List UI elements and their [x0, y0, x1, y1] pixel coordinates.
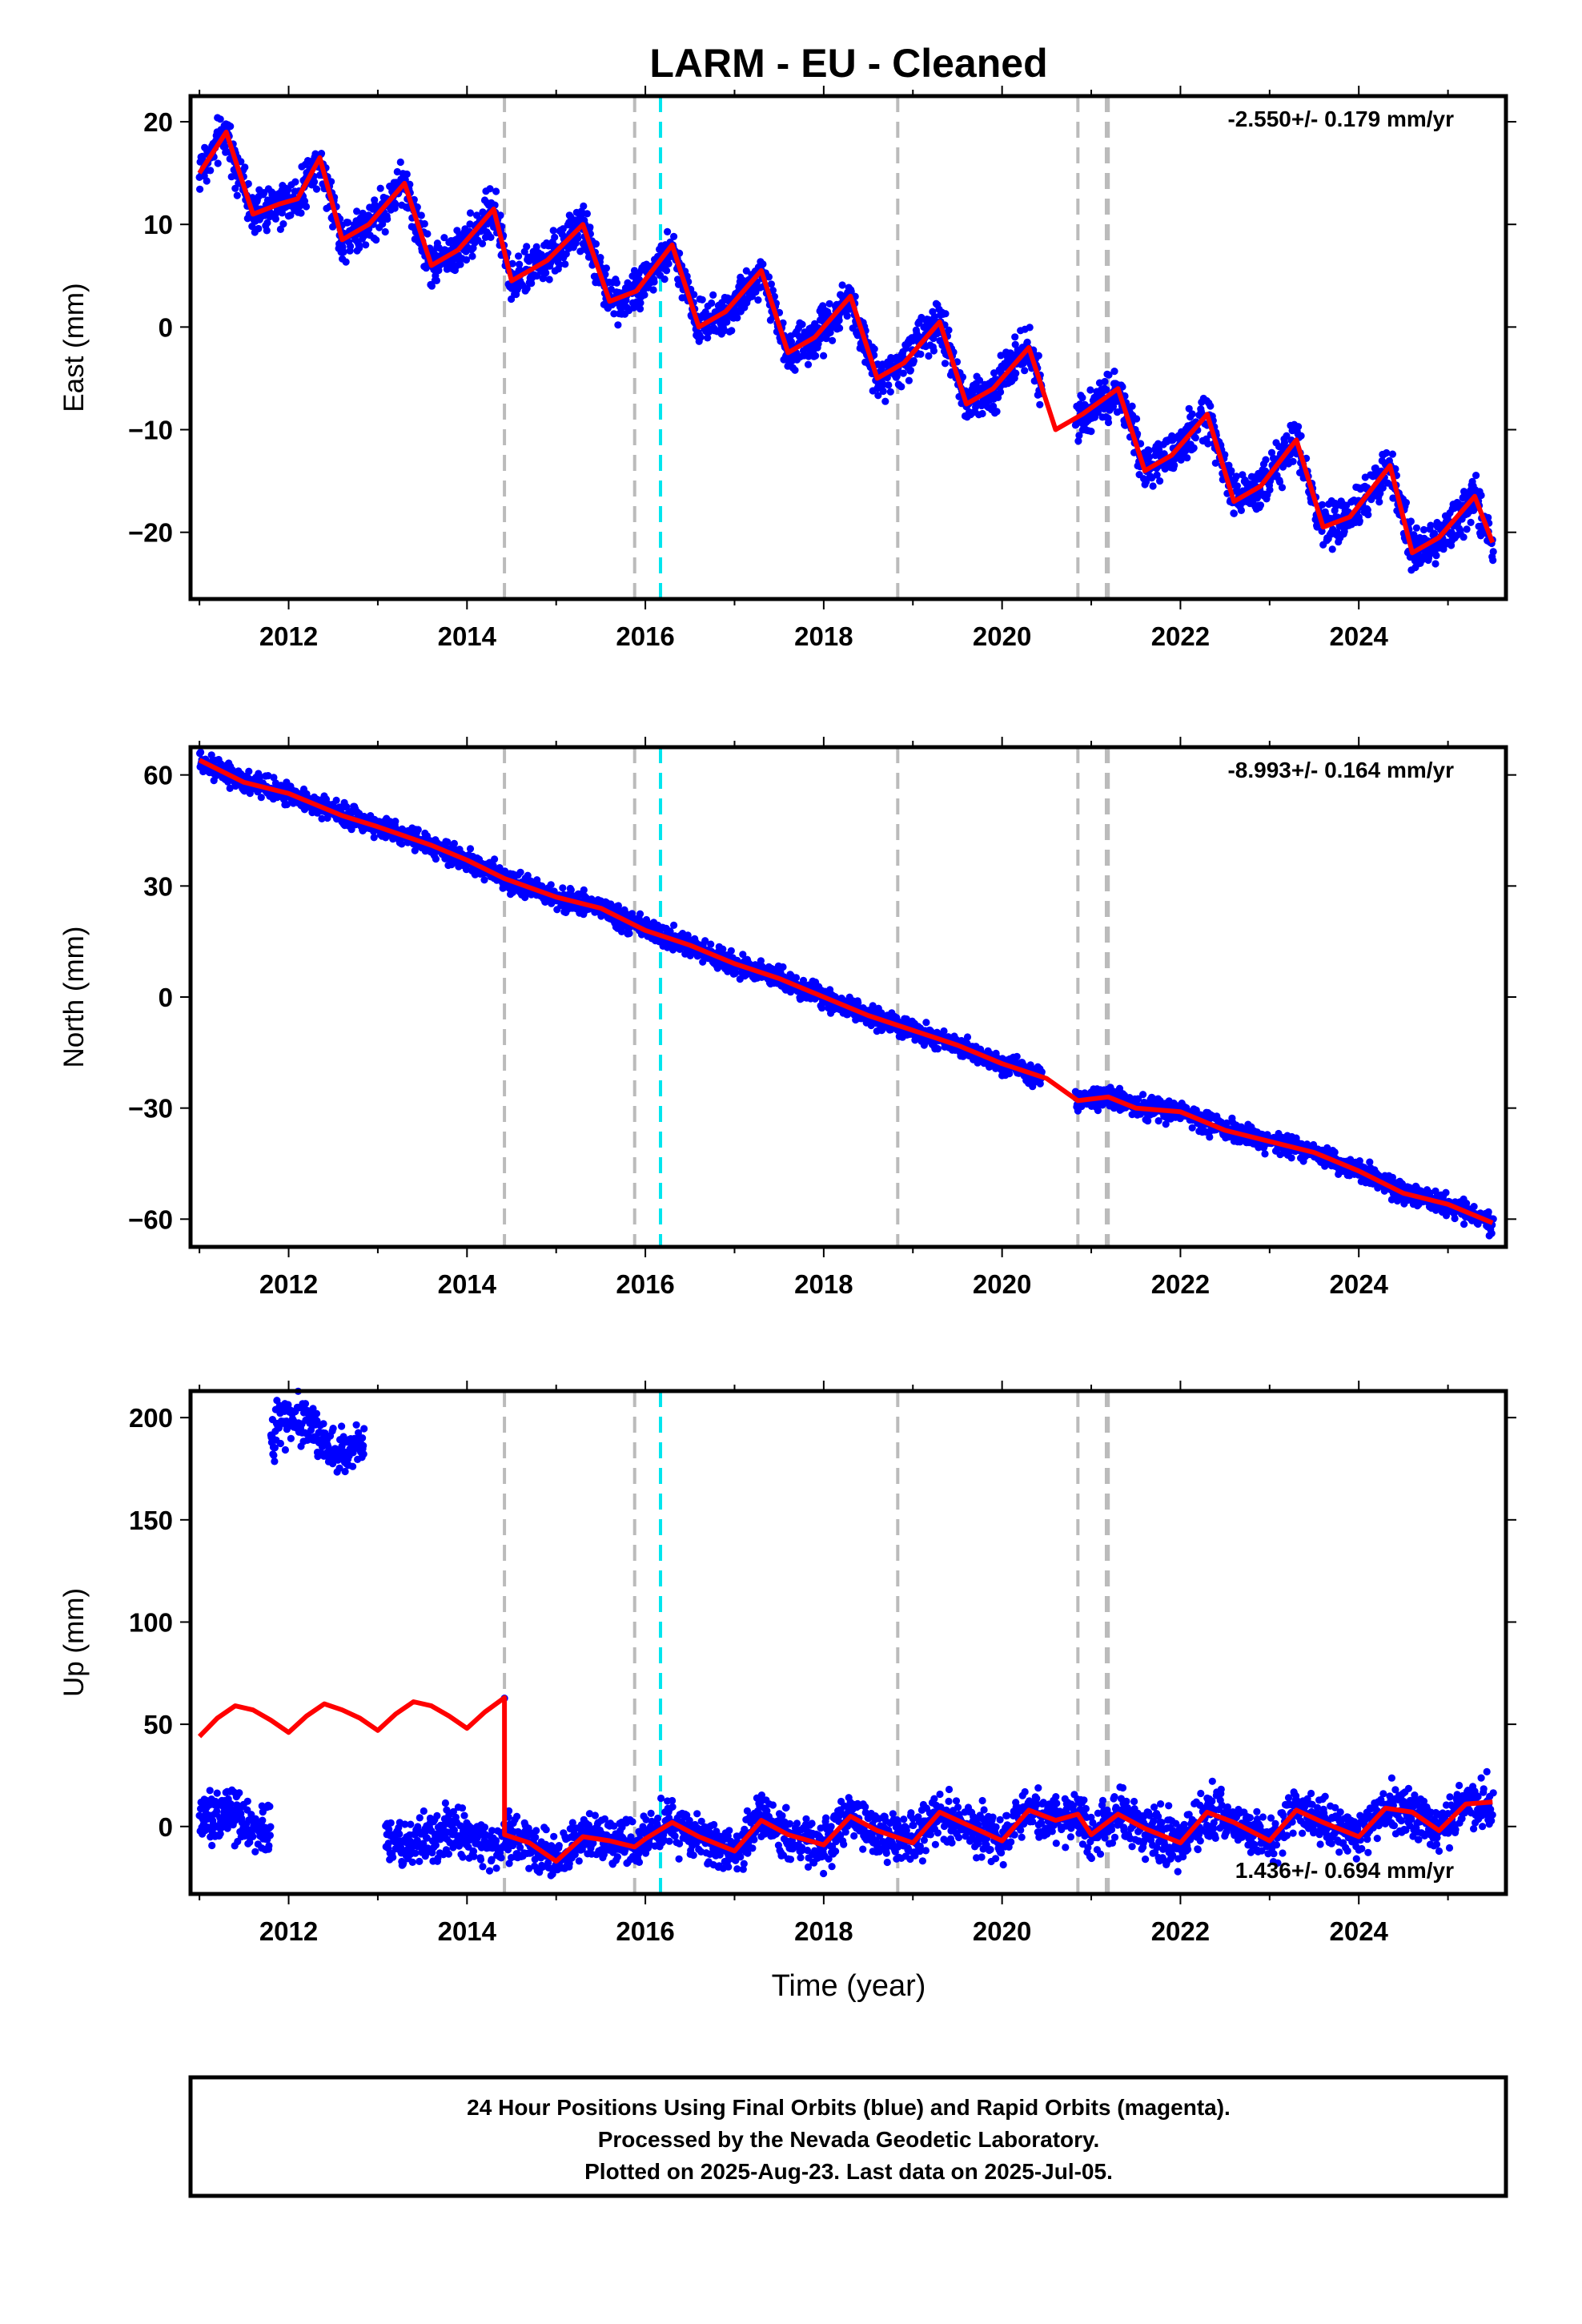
east-panel: 2012 2014 2016 2018 2020 2022 2024 −20 −10 0 10 20 E… — [58, 86, 1516, 651]
east-y-tick-label: −20 — [128, 518, 173, 548]
north-x-tick-label: 2022 — [1151, 1269, 1210, 1299]
north-x-tick-label: 2020 — [973, 1269, 1031, 1299]
east-x-tick-label: 2024 — [1329, 621, 1388, 651]
footer-line-2: Processed by the Nevada Geodetic Laborat… — [598, 2127, 1100, 2152]
up-y-tick-label: 0 — [159, 1812, 173, 1842]
up-y-tick-label: 50 — [143, 1710, 173, 1739]
up-y-tick-label: 100 — [129, 1607, 173, 1637]
east-y-tick-label: −10 — [128, 416, 173, 445]
footer-frame — [188, 2075, 1508, 2198]
north-x-tick-label: 2012 — [259, 1269, 318, 1299]
up-x-tick-label: 2018 — [794, 1916, 853, 1946]
up-y-tick-label: 150 — [129, 1506, 173, 1535]
east-model-curve — [197, 129, 1496, 556]
north-x-tick-label: 2024 — [1329, 1269, 1388, 1299]
east-x-tick-label: 2016 — [616, 621, 674, 651]
footer-line-1: 24 Hour Positions Using Final Orbits (bl… — [467, 2095, 1231, 2120]
east-x-tick-label: 2022 — [1151, 621, 1210, 651]
east-y-tick-label: 20 — [143, 107, 173, 137]
east-rate-label: -2.550+/- 0.179 mm/yr — [1227, 107, 1454, 131]
up-y-axis-label: Up (mm) — [58, 1588, 90, 1697]
north-y-tick-label: 30 — [143, 871, 173, 901]
footer-line-3: Plotted on 2025-Aug-23. Last data on 202… — [584, 2159, 1113, 2184]
east-y-tick-label: 0 — [159, 312, 173, 342]
up-x-tick-label: 2022 — [1151, 1916, 1210, 1946]
up-x-tick-label: 2024 — [1329, 1916, 1388, 1946]
north-x-tick-label: 2018 — [794, 1269, 853, 1299]
north-y-tick-label: 0 — [159, 983, 173, 1012]
up-x-tick-label: 2014 — [438, 1916, 497, 1946]
east-y-tick-label: 10 — [143, 210, 173, 239]
north-x-tick-label: 2014 — [438, 1269, 497, 1299]
north-rate-label: -8.993+/- 0.164 mm/yr — [1227, 758, 1454, 782]
up-x-tick-label: 2012 — [259, 1916, 318, 1946]
north-daily-positions — [196, 748, 1497, 1240]
east-x-tick-label: 2014 — [438, 621, 497, 651]
east-daily-positions — [195, 114, 1497, 574]
footer-box: 24 Hour Positions Using Final Orbits (bl… — [188, 2075, 1508, 2198]
east-x-tick-label: 2020 — [973, 621, 1031, 651]
up-plot-frame — [188, 1389, 1508, 1896]
up-y-tick-label: 200 — [129, 1403, 173, 1433]
east-y-axis-label: East (mm) — [58, 283, 90, 412]
up-daily-positions — [195, 1387, 1497, 1880]
up-x-tick-label: 2016 — [616, 1916, 674, 1946]
east-plot-frame — [188, 94, 1508, 601]
north-y-axis-label: North (mm) — [58, 927, 90, 1068]
north-x-tick-label: 2016 — [616, 1269, 674, 1299]
x-axis-label: Time (year) — [772, 1969, 926, 2003]
east-x-tick-label: 2018 — [794, 621, 853, 651]
figure-title: LARM - EU - Cleaned — [649, 41, 1047, 86]
north-y-tick-label: 60 — [143, 761, 173, 790]
up-panel: 2012 2014 2016 2018 2020 2022 2024 0 50 100 150 200… — [58, 1381, 1516, 1946]
north-model-curve — [198, 758, 1494, 1225]
up-x-tick-label: 2020 — [973, 1916, 1031, 1946]
up-rate-label: 1.436+/- 0.694 mm/yr — [1235, 1858, 1454, 1883]
north-panel: 2012 2014 2016 2018 2020 2022 2024 −60 −30 0 30 60 N… — [58, 737, 1516, 1299]
north-y-tick-label: −60 — [128, 1204, 173, 1234]
up-model-curve — [197, 1695, 1493, 1864]
east-x-tick-label: 2012 — [259, 621, 318, 651]
north-y-tick-label: −30 — [128, 1094, 173, 1124]
